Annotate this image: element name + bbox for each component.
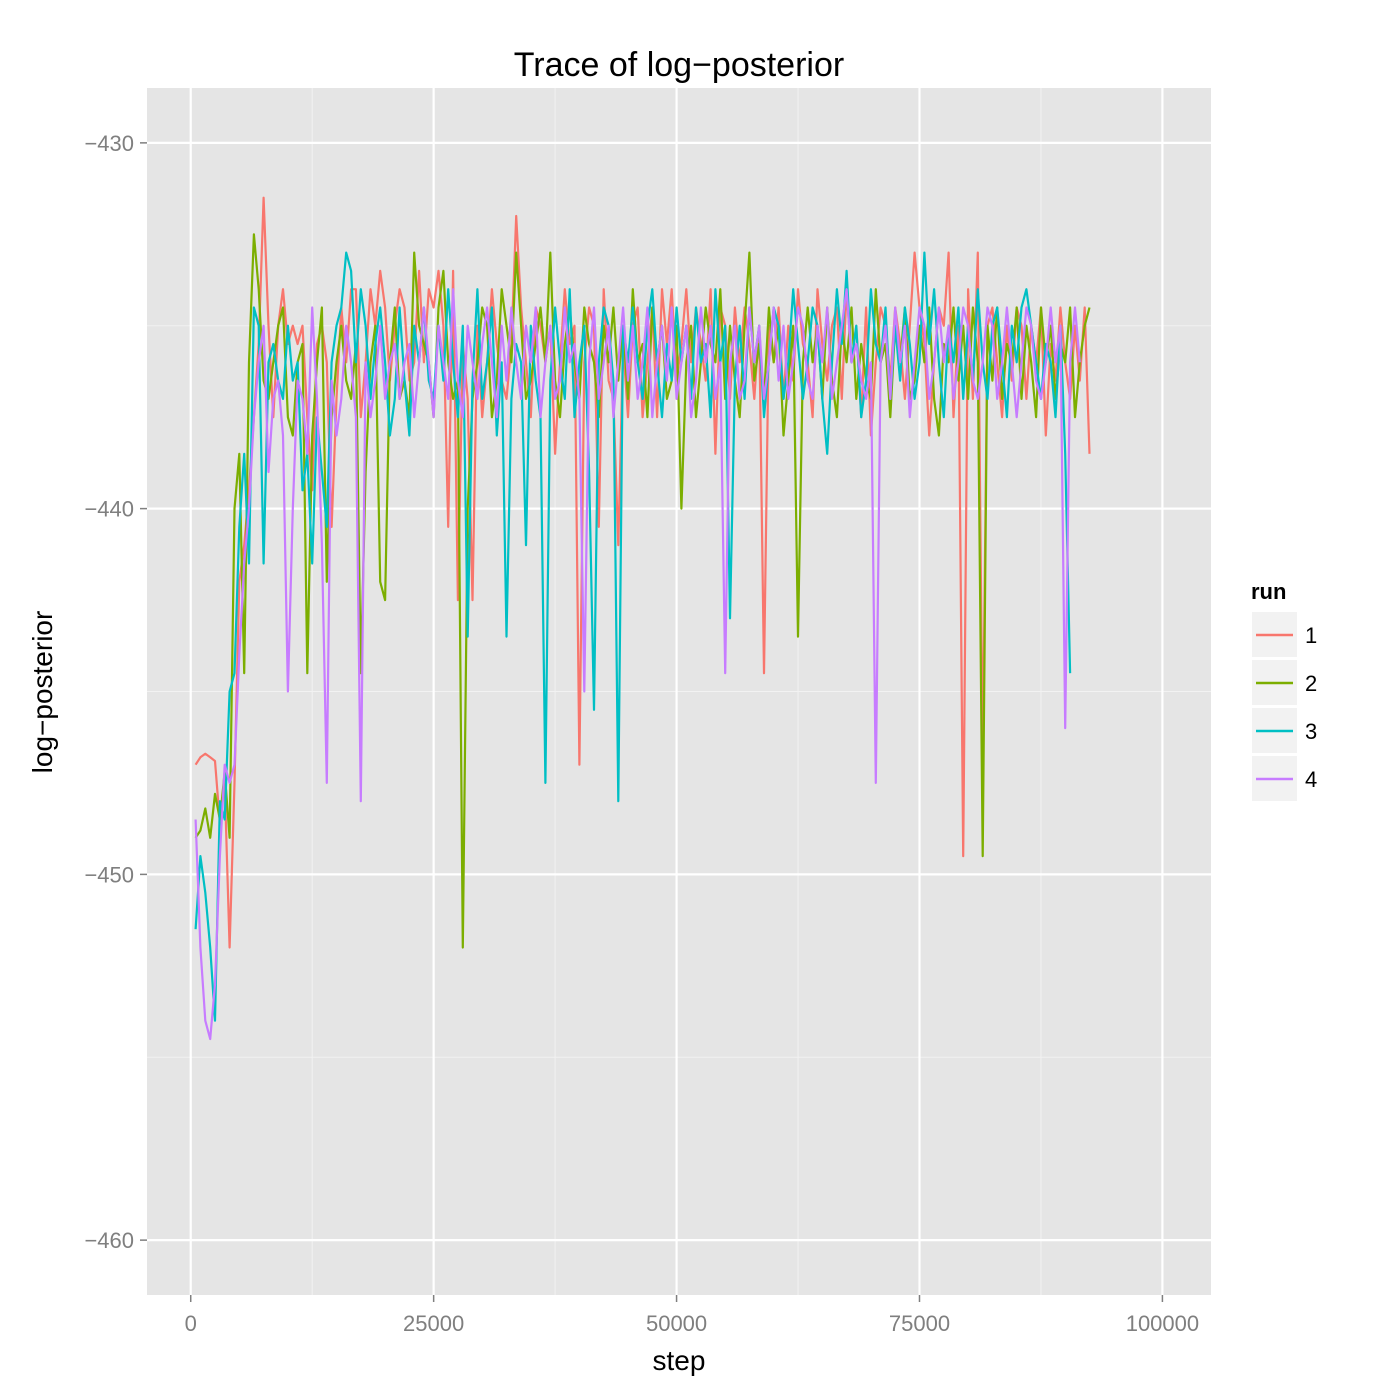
x-axis-title: step bbox=[653, 1345, 706, 1376]
x-axis: 0 25000 50000 75000 100000 bbox=[185, 1295, 1199, 1336]
y-axis-title: log−posterior bbox=[27, 611, 58, 774]
series-line-run-3 bbox=[194, 251, 1072, 1022]
y-tick-label: −450 bbox=[84, 862, 134, 887]
y-tick-label: −440 bbox=[84, 497, 134, 522]
x-tick-label: 0 bbox=[185, 1311, 197, 1336]
legend-label-run-4: 4 bbox=[1305, 767, 1317, 792]
series-layer bbox=[194, 196, 1091, 1041]
y-axis: −460 −450 −440 −430 bbox=[84, 131, 147, 1253]
chart-title: Trace of log−posterior bbox=[514, 46, 844, 84]
legend-label-run-1: 1 bbox=[1305, 623, 1317, 648]
x-tick-label: 75000 bbox=[889, 1311, 950, 1336]
legend: run 1 2 3 4 bbox=[1251, 579, 1317, 801]
y-tick-label: −430 bbox=[84, 131, 134, 156]
legend-label-run-3: 3 bbox=[1305, 719, 1317, 744]
y-tick-label: −460 bbox=[84, 1228, 134, 1253]
legend-title: run bbox=[1251, 579, 1286, 604]
x-tick-label: 100000 bbox=[1126, 1311, 1199, 1336]
x-tick-label: 50000 bbox=[646, 1311, 707, 1336]
series-line-run-4 bbox=[194, 288, 1081, 1041]
x-tick-label: 25000 bbox=[403, 1311, 464, 1336]
legend-label-run-2: 2 bbox=[1305, 671, 1317, 696]
